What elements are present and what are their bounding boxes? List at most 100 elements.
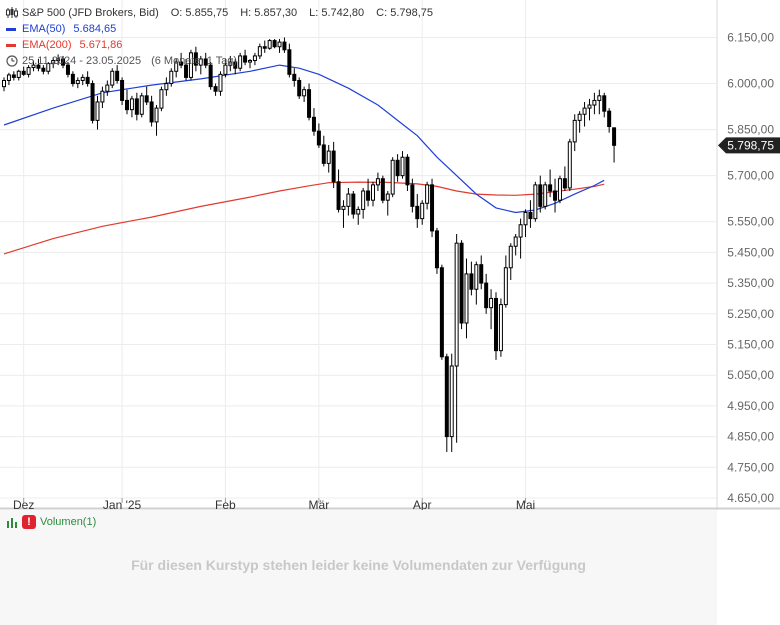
y-tick-label: 5.850,00: [727, 123, 774, 137]
candle: [198, 55, 203, 75]
candle-body: [316, 130, 321, 146]
candle: [459, 240, 464, 330]
candle-body: [459, 242, 464, 324]
candle-body: [16, 70, 21, 78]
candle-body: [341, 205, 346, 210]
candle-body: [302, 89, 307, 97]
instrument-name: S&P 500 (JFD Brokers, Bid): [22, 7, 159, 19]
candle: [110, 68, 115, 89]
candle-body: [494, 297, 498, 352]
candle-body: [159, 89, 164, 109]
candle-body: [346, 193, 351, 207]
instrument-row: S&P 500 (JFD Brokers, Bid) O: 5.855,75 H…: [6, 5, 433, 21]
candle: [351, 191, 356, 219]
candle: [331, 141, 336, 188]
volume-panel: [0, 510, 717, 625]
candle-body: [262, 46, 267, 49]
candle-body: [105, 84, 110, 92]
candle-body: [464, 273, 469, 324]
candle: [159, 86, 164, 112]
candle: [129, 95, 134, 118]
candle: [26, 65, 31, 78]
candle: [174, 58, 179, 78]
candle-body: [110, 70, 115, 86]
candlestick-icon[interactable]: [6, 7, 18, 19]
candle: [75, 77, 80, 89]
candle: [572, 114, 577, 152]
candle-body: [154, 107, 159, 123]
candle-body: [6, 74, 11, 81]
candle: [2, 77, 6, 92]
candle: [425, 181, 430, 210]
volume-no-data-message: Für diesen Kurstyp stehen leider keine V…: [131, 557, 586, 573]
candle-body: [213, 86, 218, 92]
candle-body: [95, 101, 100, 121]
volume-label: Volumen(1): [40, 516, 97, 528]
candle-body: [592, 99, 597, 106]
candle-body: [582, 107, 587, 115]
candle: [454, 233, 459, 443]
candle: [149, 95, 154, 127]
candle: [262, 40, 267, 53]
candle-body: [366, 190, 371, 201]
y-tick-label: 6.150,00: [727, 31, 774, 45]
candle-body: [21, 70, 26, 75]
ohlc-close: C: 5.798,75: [376, 7, 434, 19]
candle: [277, 39, 282, 53]
ema50-legend[interactable]: EMA(50) 5.684,65: [6, 21, 433, 37]
warning-icon[interactable]: !: [22, 515, 36, 529]
candle: [21, 66, 26, 76]
candle-body: [267, 40, 272, 49]
candle: [125, 89, 129, 115]
candle-body: [361, 190, 366, 210]
candle: [567, 138, 572, 191]
x-tick-label: Feb: [215, 498, 236, 510]
candle: [484, 273, 489, 314]
price-chart[interactable]: 4.650,00 4.750,00 4.850,00 4.950,00 5.050,00…: [0, 0, 780, 510]
candle: [444, 353, 449, 452]
candle-body: [410, 184, 415, 207]
candle-body: [380, 178, 385, 201]
date-range: 25.11.2024 - 23.05.2025: [22, 55, 142, 67]
candle-body: [553, 190, 558, 201]
candle: [548, 169, 553, 198]
y-tick-label: 5.450,00: [727, 245, 774, 259]
volume-legend[interactable]: ! Volumen(1): [6, 515, 96, 529]
candle: [292, 68, 297, 87]
ema200-value: 5.671,86: [79, 39, 123, 51]
candle: [134, 92, 139, 121]
y-tick-label: 6.000,00: [727, 77, 774, 91]
candle: [538, 175, 543, 213]
ema200-legend[interactable]: EMA(200) 5.671,86: [6, 37, 433, 53]
candle-body: [179, 61, 184, 66]
candle: [100, 86, 105, 109]
candle-body: [533, 184, 538, 220]
x-axis: Dez Jan '25 Feb Mär Apr Mai: [13, 498, 535, 510]
candle-body: [198, 58, 203, 66]
candle: [420, 200, 425, 225]
ema50-label: EMA(50): [22, 23, 66, 35]
candle-body: [513, 236, 518, 247]
candle: [449, 353, 454, 452]
x-tick-label: Apr: [413, 498, 432, 510]
date-range-row: 25.11.2024 - 23.05.2025 (6 Monate, 1 Tag…: [6, 53, 433, 69]
candle: [51, 57, 56, 69]
candle: [366, 178, 371, 207]
candle-body: [587, 104, 592, 109]
candle-body: [272, 40, 277, 48]
candle-body: [85, 76, 90, 85]
candle: [469, 261, 474, 296]
candle-body: [2, 79, 6, 88]
candle-body: [287, 49, 292, 75]
candle: [553, 178, 558, 213]
candle: [341, 200, 346, 228]
candle-body: [90, 83, 95, 121]
period: (6 Monate, 1 Tag): [151, 55, 238, 67]
candle-body: [528, 211, 533, 220]
candle-body: [538, 184, 543, 207]
candle: [218, 71, 223, 96]
candle: [184, 58, 189, 81]
candle-body: [144, 95, 149, 103]
candle: [513, 233, 518, 256]
candle-body: [336, 181, 341, 210]
